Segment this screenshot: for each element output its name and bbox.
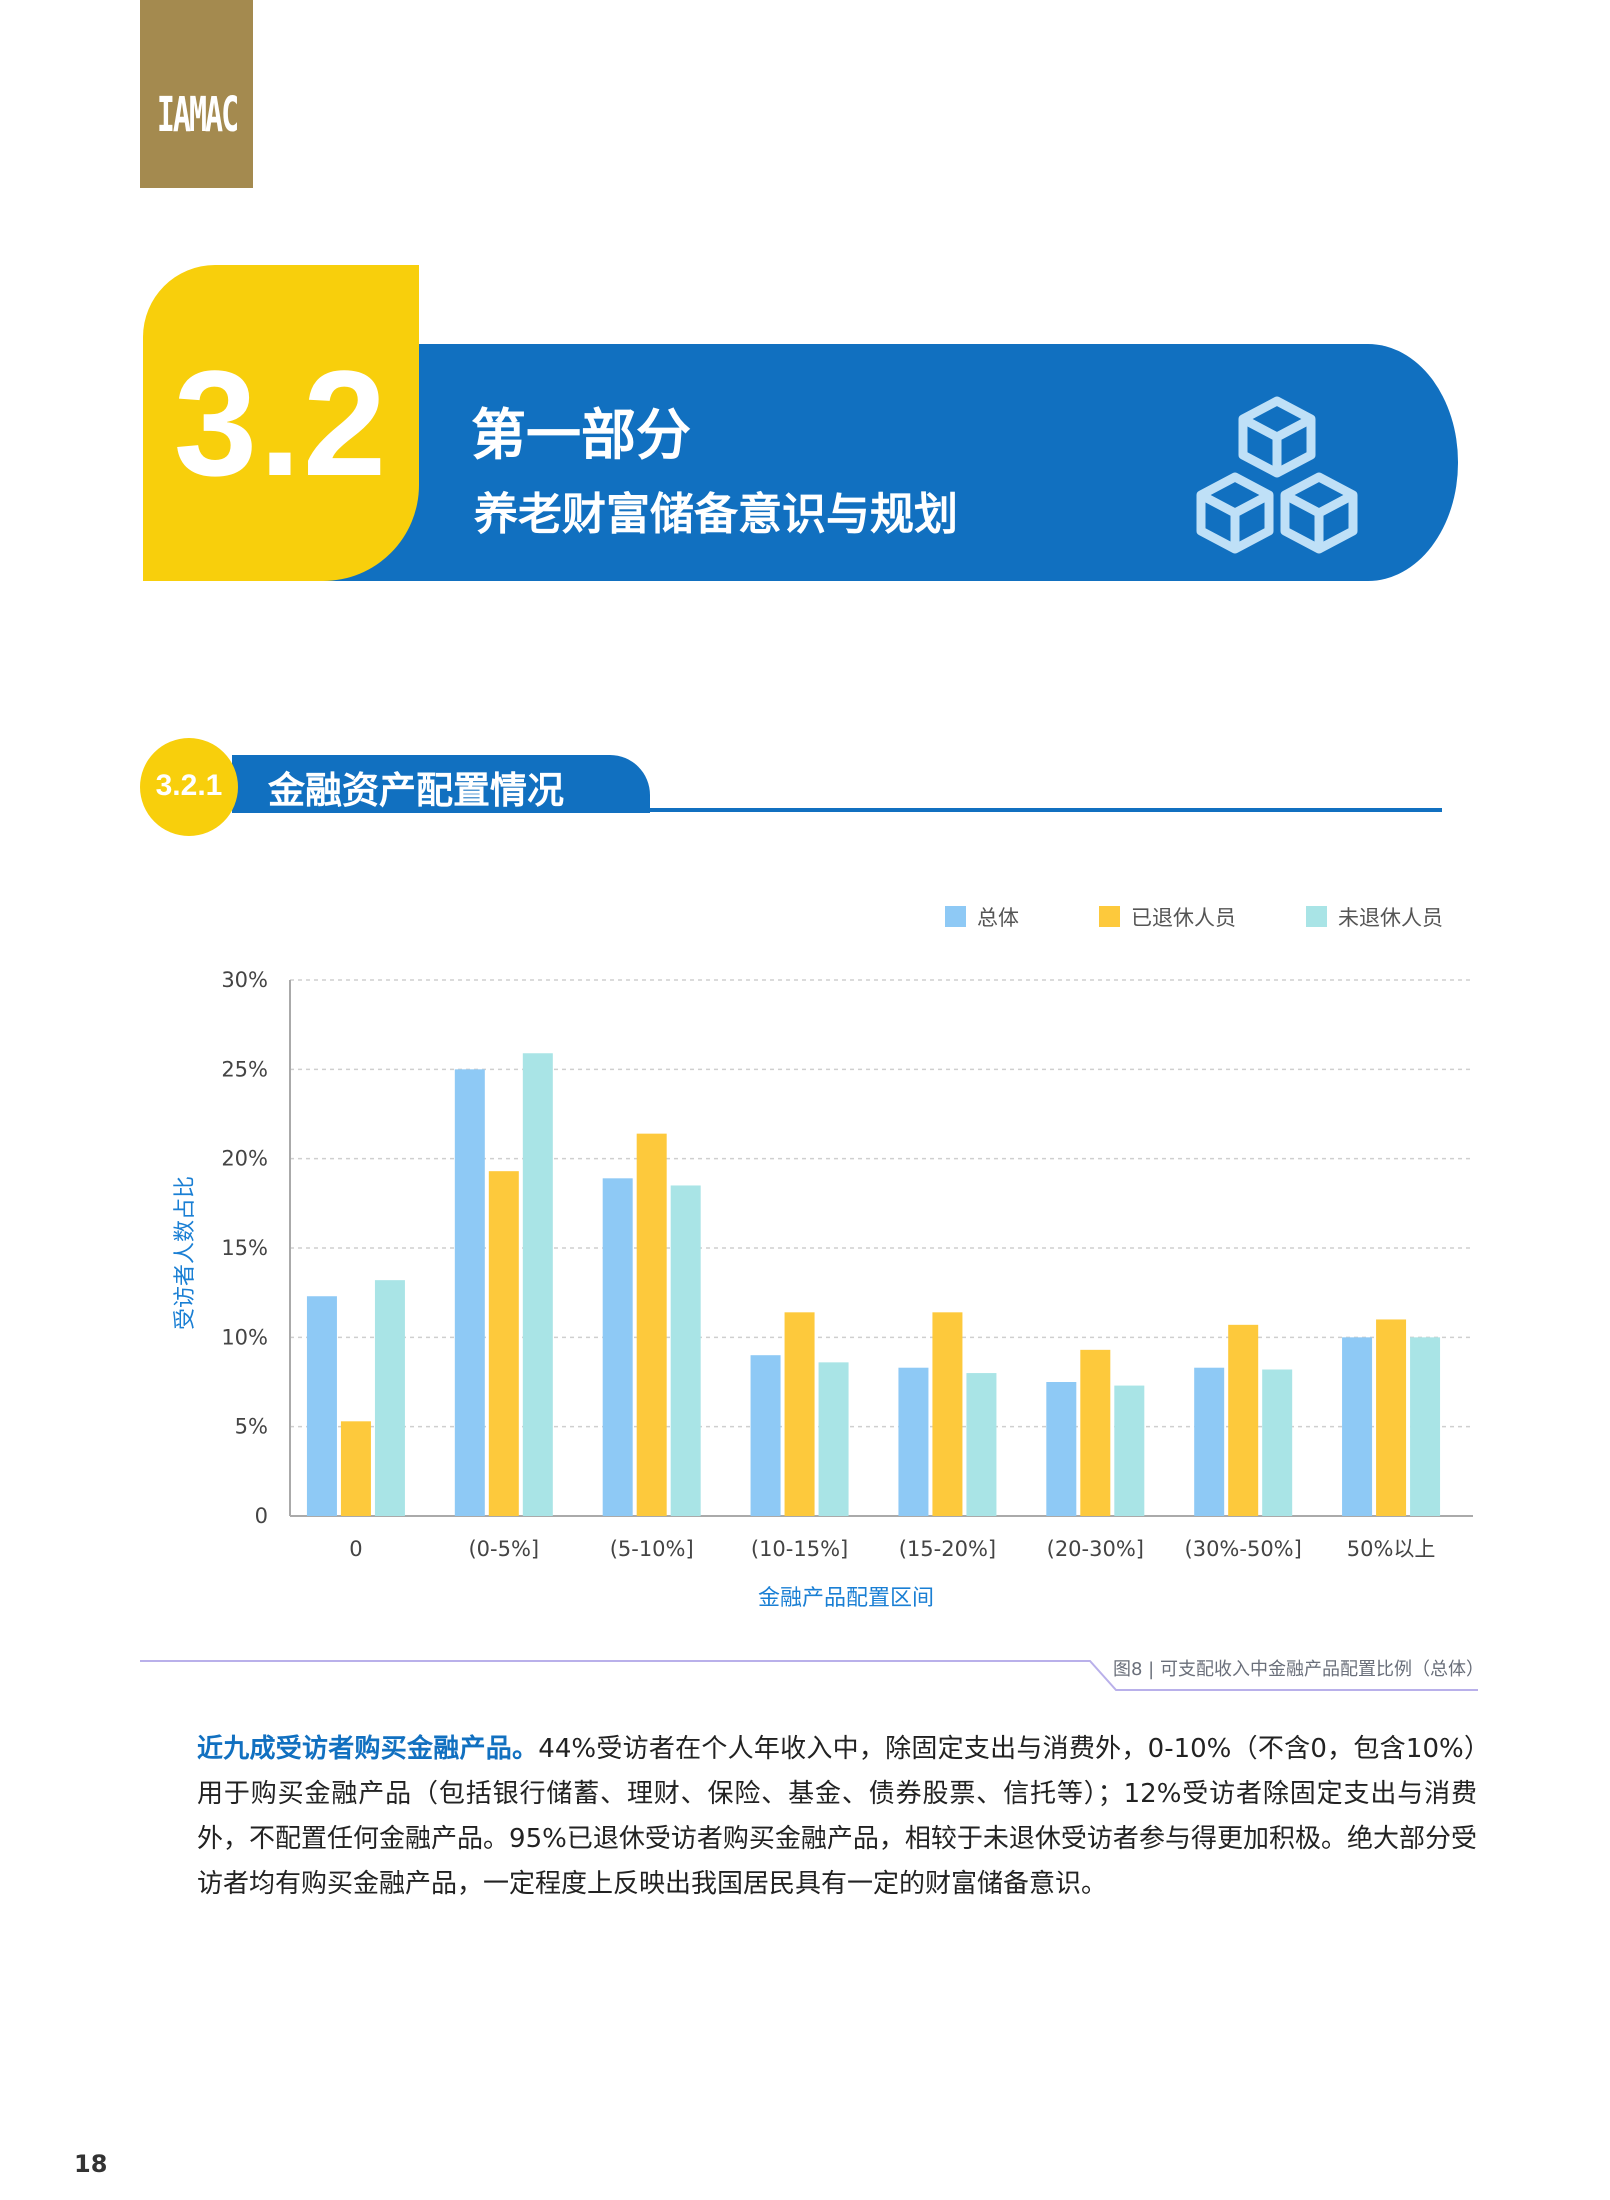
bar-3-8 xyxy=(1410,1337,1441,1516)
caption-rule-hook xyxy=(1068,1660,1478,1691)
chart-legend: 总体 已退休人员 未退休人员 xyxy=(945,906,1443,930)
y-tick-label: 5% xyxy=(235,1415,268,1439)
bar-3-2 xyxy=(522,1053,553,1516)
section-title: 第一部分 xyxy=(471,403,692,467)
bar-3-1 xyxy=(374,1280,405,1516)
bar-2-2 xyxy=(488,1171,519,1516)
subsection-underline xyxy=(232,808,1442,812)
figure-caption: 图8 | 可支配收入中金融产品配置比例（总体） xyxy=(1113,1659,1484,1680)
bar-3-7 xyxy=(1262,1369,1293,1516)
body-paragraph: 近九成受访者购买金融产品。44%受访者在个人年收入中，除固定支出与消费外，0-1… xyxy=(197,1727,1477,1907)
bar-3-6 xyxy=(1114,1385,1145,1516)
iamac-logo: IAMAC xyxy=(140,0,253,188)
y-axis-title: 受访者人数占比 xyxy=(173,1176,198,1330)
section-number-block xyxy=(143,265,419,581)
x-tick-label: (10-15%] xyxy=(751,1537,848,1561)
subsection-number: 3.2.1 xyxy=(155,769,223,802)
legend-label: 总体 xyxy=(977,906,1019,930)
chart-bars xyxy=(306,1053,1441,1516)
y-tick-label: 0 xyxy=(255,1504,268,1528)
bar-1-1 xyxy=(306,1296,337,1516)
y-tick-label: 20% xyxy=(221,1147,268,1171)
legend-swatch xyxy=(1306,906,1327,927)
bar-2-3 xyxy=(636,1133,667,1516)
section-subtitle: 养老财富储备意识与规划 xyxy=(474,489,958,540)
bar-1-7 xyxy=(1194,1367,1225,1516)
page-number: 18 xyxy=(74,2150,108,2178)
bar-2-7 xyxy=(1228,1324,1259,1516)
y-tick-label: 10% xyxy=(221,1325,268,1349)
bar-2-1 xyxy=(340,1421,371,1516)
x-axis-title: 金融产品配置区间 xyxy=(758,1586,934,1611)
subsection-title: 金融资产配置情况 xyxy=(268,769,564,812)
allocation-bar-chart: 0 5% 10% 15% 20% 25% 30% 0 (0-5%] (5-10%] (10-15%]… xyxy=(173,906,1473,1611)
bar-3-5 xyxy=(966,1373,997,1516)
paragraph-lead: 近九成受访者购买金融产品。 xyxy=(197,1734,539,1764)
bar-2-4 xyxy=(784,1312,815,1516)
bar-3-3 xyxy=(670,1185,701,1516)
section-number: 3.2 xyxy=(173,338,389,507)
legend-swatch xyxy=(945,906,966,927)
cubes-icon xyxy=(1196,396,1358,554)
paragraph-text: 44%受访者在个人年收入中，除固定支出与消费外，0-10%（不含0，包含10%）… xyxy=(197,1734,1477,1899)
bar-2-6 xyxy=(1080,1349,1111,1516)
legend-swatch xyxy=(1099,906,1120,927)
bar-1-4 xyxy=(750,1355,781,1516)
x-tick-label: 0 xyxy=(349,1537,362,1561)
x-tick-label: (0-5%] xyxy=(468,1537,539,1561)
subsection-badge xyxy=(140,738,238,836)
logo-text: IAMAC xyxy=(156,87,239,143)
bar-2-8 xyxy=(1376,1319,1407,1516)
bar-3-4 xyxy=(818,1362,849,1516)
x-tick-label: (5-10%] xyxy=(610,1537,694,1561)
x-tick-label: (30%-50%] xyxy=(1185,1537,1302,1561)
y-tick-label: 15% xyxy=(221,1236,268,1260)
bar-1-3 xyxy=(602,1178,633,1516)
x-tick-label: (20-30%] xyxy=(1047,1537,1144,1561)
chart-axes: 0 5% 10% 15% 20% 25% 30% 0 (0-5%] (5-10%] (10-15%]… xyxy=(221,968,1473,1561)
bar-1-2 xyxy=(454,1069,485,1516)
subsection-bar xyxy=(232,755,650,813)
y-tick-label: 25% xyxy=(221,1057,268,1081)
x-tick-label: 50%以上 xyxy=(1347,1537,1436,1561)
bar-2-5 xyxy=(932,1312,963,1516)
legend-label: 未退休人员 xyxy=(1338,906,1443,930)
x-tick-label: (15-20%] xyxy=(899,1537,996,1561)
bar-1-8 xyxy=(1342,1337,1373,1516)
bar-1-6 xyxy=(1046,1382,1077,1516)
caption-rule xyxy=(140,1660,1070,1662)
y-tick-label: 30% xyxy=(221,968,268,992)
bar-1-5 xyxy=(898,1367,929,1516)
legend-label: 已退休人员 xyxy=(1131,906,1236,930)
